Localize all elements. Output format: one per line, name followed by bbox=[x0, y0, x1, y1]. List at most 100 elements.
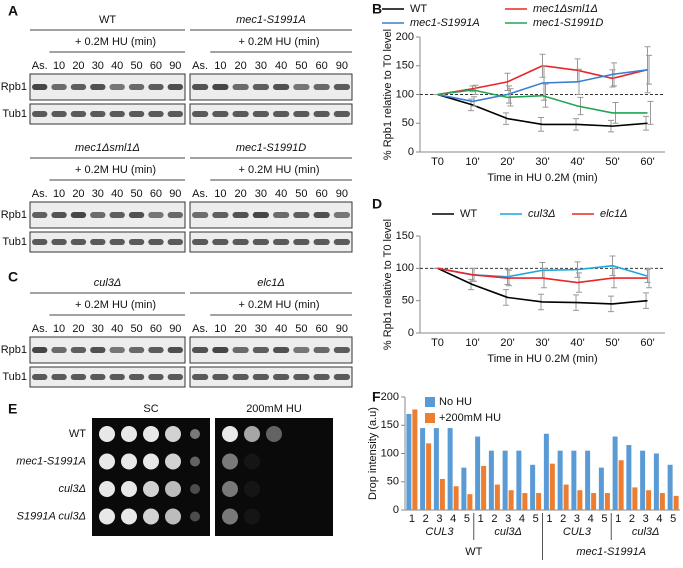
band bbox=[273, 374, 290, 380]
legend-label: WT bbox=[410, 3, 427, 15]
treatment: + 0.2M HU (min) bbox=[75, 164, 156, 176]
spot bbox=[143, 508, 159, 525]
spot bbox=[165, 508, 181, 525]
lane-label: 50 bbox=[295, 323, 307, 335]
x-tick-label: 30' bbox=[535, 156, 549, 168]
lane-label: As. bbox=[192, 188, 208, 200]
x-tick-label: 40' bbox=[570, 156, 584, 168]
x-tick-label: 50' bbox=[605, 156, 619, 168]
lane-label: 40 bbox=[275, 188, 287, 200]
bar bbox=[426, 443, 432, 510]
lane-label: 20 bbox=[72, 323, 84, 335]
lane-label: 10 bbox=[53, 188, 65, 200]
band bbox=[232, 212, 249, 218]
lane-label: 90 bbox=[336, 60, 348, 72]
band bbox=[232, 347, 249, 353]
blot-title: mec1Δsml1Δ bbox=[75, 142, 140, 154]
blot bbox=[189, 366, 353, 388]
band bbox=[252, 347, 269, 353]
x-tick-label: 60' bbox=[640, 337, 654, 349]
legend-label: cul3Δ bbox=[528, 208, 556, 220]
band bbox=[167, 212, 183, 218]
lane-label: 50 bbox=[130, 60, 142, 72]
strain: mec1-S1991A bbox=[16, 455, 86, 467]
spot bbox=[190, 484, 200, 494]
x-tick-label: T0 bbox=[431, 156, 444, 168]
band bbox=[128, 347, 145, 353]
band bbox=[232, 111, 249, 117]
band bbox=[148, 374, 164, 380]
band bbox=[333, 347, 350, 353]
lane-label: 40 bbox=[275, 323, 287, 335]
spot bbox=[121, 481, 137, 497]
error-bar bbox=[646, 54, 652, 85]
bar bbox=[632, 487, 638, 510]
bar bbox=[467, 494, 473, 510]
bar bbox=[481, 465, 487, 510]
lane-label: As. bbox=[192, 323, 208, 335]
band bbox=[293, 374, 310, 380]
x-tick-label: 3 bbox=[436, 513, 442, 525]
group-label: cul3Δ bbox=[632, 526, 660, 538]
band bbox=[32, 84, 48, 90]
band bbox=[32, 239, 48, 245]
band bbox=[232, 84, 249, 90]
spot bbox=[266, 426, 282, 442]
bar bbox=[530, 464, 536, 510]
spot bbox=[244, 426, 260, 442]
bar bbox=[406, 413, 412, 510]
bar bbox=[488, 450, 494, 510]
y-tick-label: 50 bbox=[387, 476, 399, 488]
band bbox=[51, 84, 67, 90]
x-tick-label: 20' bbox=[500, 156, 514, 168]
blot bbox=[29, 366, 186, 388]
x-tick-label: 5 bbox=[601, 513, 607, 525]
panel-label: D bbox=[372, 196, 382, 212]
y-axis-title: Drop intensity (a.u) bbox=[367, 407, 379, 500]
legend-swatch bbox=[425, 397, 435, 407]
band bbox=[167, 239, 183, 245]
band bbox=[128, 374, 145, 380]
band bbox=[70, 212, 87, 218]
error-bar bbox=[542, 83, 549, 108]
spot bbox=[190, 429, 200, 439]
band bbox=[128, 111, 145, 117]
blot-title: mec1-S1991D bbox=[236, 142, 306, 154]
x-tick-label: 2 bbox=[560, 513, 566, 525]
band bbox=[273, 347, 290, 353]
x-tick-label: 5 bbox=[670, 513, 676, 525]
bar bbox=[439, 478, 445, 510]
band bbox=[313, 212, 330, 218]
band bbox=[293, 84, 310, 90]
lane-label: 20 bbox=[235, 323, 247, 335]
lane-label: 30 bbox=[92, 323, 104, 335]
lane-label: As. bbox=[32, 323, 48, 335]
x-tick-label: 3 bbox=[505, 513, 511, 525]
lane-label: 30 bbox=[255, 188, 267, 200]
treatment: + 0.2M HU (min) bbox=[239, 164, 320, 176]
band bbox=[212, 212, 229, 218]
band bbox=[232, 374, 249, 380]
band bbox=[293, 347, 310, 353]
spot bbox=[190, 456, 200, 467]
lane-label: 20 bbox=[235, 60, 247, 72]
spot bbox=[165, 426, 181, 442]
band bbox=[32, 212, 48, 218]
band bbox=[167, 84, 183, 90]
bar bbox=[433, 428, 439, 510]
lane-label: 50 bbox=[295, 60, 307, 72]
y-tick-label: 0 bbox=[408, 327, 414, 339]
band bbox=[128, 84, 145, 90]
spot bbox=[190, 511, 200, 522]
panel-label: F bbox=[372, 389, 381, 405]
band bbox=[148, 212, 164, 218]
bar bbox=[549, 463, 555, 510]
panel-label: E bbox=[8, 401, 17, 417]
bar bbox=[412, 409, 418, 510]
y-tick-label: 100 bbox=[396, 88, 414, 100]
spot bbox=[121, 426, 137, 442]
bar bbox=[543, 433, 549, 510]
lane-label: 30 bbox=[92, 60, 104, 72]
lane-label: 60 bbox=[316, 323, 328, 335]
